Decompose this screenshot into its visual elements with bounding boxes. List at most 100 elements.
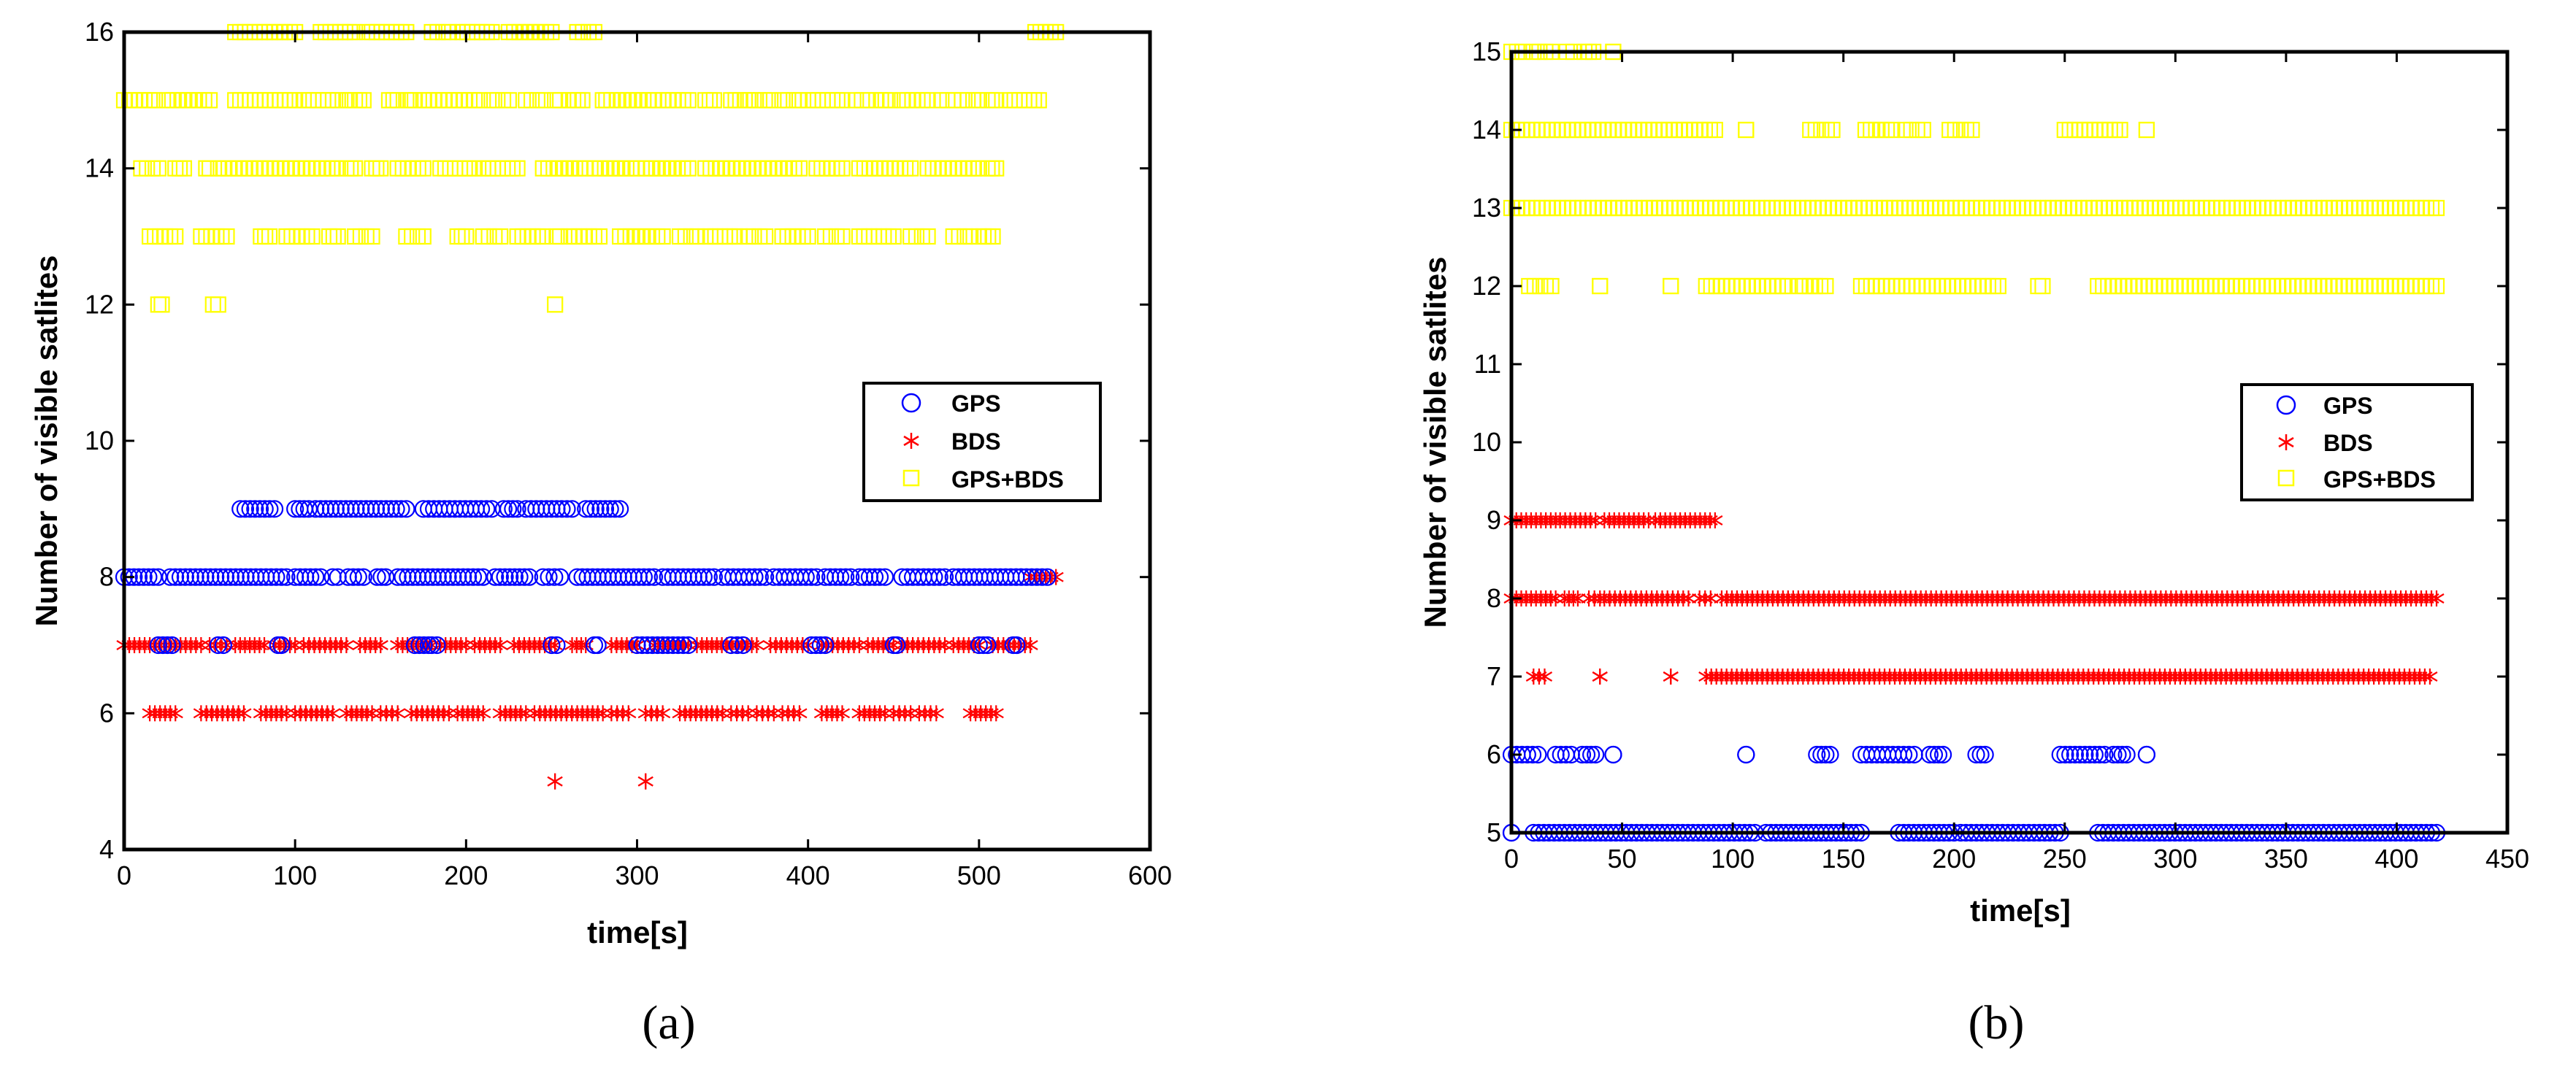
gps-bds-point (1868, 277, 1885, 295)
gps-bds-point (272, 160, 289, 177)
gps-bds-point (1615, 121, 1632, 139)
gps-bds-point (437, 160, 453, 177)
gps-bds-point (2172, 199, 2190, 217)
gps-bds-point (1784, 199, 1801, 217)
gps-bds-point (1554, 121, 1571, 139)
gps-bds-point (2107, 121, 2123, 139)
gps-bds-point (654, 228, 671, 245)
gps-bds-point (257, 92, 274, 109)
gps-bds-point (282, 92, 299, 109)
gps-point (1552, 745, 1570, 764)
gps-bds-point (586, 228, 603, 245)
gps-bds-point (2300, 199, 2318, 217)
gps-bds-point (529, 228, 546, 245)
gps-bds-point (1799, 199, 1817, 217)
gps-point (449, 568, 467, 586)
chart-b-legend-gpsbds: GPS+BDS (2323, 466, 2436, 493)
gps-bds-point (979, 160, 996, 177)
gps-bds-point (347, 160, 364, 177)
gps-bds-point (2361, 277, 2378, 295)
gps-bds-point (960, 160, 977, 177)
gps-bds-point (2138, 121, 2155, 139)
gps-bds-point (256, 160, 274, 177)
gps-bds-point (1712, 199, 1730, 217)
gps-bds-point (1707, 199, 1725, 217)
bds-point (988, 705, 1004, 722)
gps-point (596, 500, 615, 518)
gps-bds-point (2034, 199, 2052, 217)
gps-bds-point (475, 160, 491, 177)
gps-point (520, 568, 539, 586)
bds-point (1536, 669, 1553, 685)
gps-point (2109, 745, 2127, 764)
gps-bds-point (2346, 199, 2364, 217)
gps-bds-point (319, 160, 336, 177)
gps-bds-point (670, 92, 686, 109)
gps-bds-point (1863, 277, 1879, 295)
gps-bds-point (591, 160, 608, 177)
gps-bds-point (447, 160, 464, 177)
gps-bds-point (1743, 199, 1760, 217)
gps-bds-point (1866, 199, 1883, 217)
gps-bds-point (1723, 277, 1740, 295)
gps-bds-point (664, 160, 681, 177)
gps-bds-point (399, 160, 416, 177)
chart-a-y-ticks: 4 6 8 10 12 14 16 (85, 17, 1150, 864)
gps-bds-point (1817, 277, 1834, 295)
gps-point (586, 500, 605, 518)
gps-bds-point (1857, 121, 1874, 139)
gps-point (808, 568, 826, 586)
gps-bds-point (1661, 199, 1679, 217)
gps-bds-point (1917, 199, 1934, 217)
gps-bds-point (602, 160, 619, 177)
gps-bds-point (780, 92, 797, 109)
gps-bds-point (486, 228, 503, 245)
gps-bds-point (405, 160, 421, 177)
gps-bds-point (861, 228, 878, 245)
gps-bds-point (2295, 277, 2312, 295)
gps-point (1582, 745, 1601, 764)
gps-bds-point (2238, 277, 2255, 295)
bds-point (637, 773, 653, 790)
gps-bds-point (723, 92, 740, 109)
gps-bds-point (2096, 199, 2113, 217)
gps-bds-point (851, 160, 868, 177)
gps-bds-point (829, 92, 846, 109)
gps-bds-point (2146, 277, 2163, 295)
gps-bds-point (680, 92, 697, 109)
gps-bds-point (2290, 199, 2307, 217)
gps-point (236, 500, 255, 518)
gps-bds-point (765, 160, 782, 177)
gps-point (1573, 745, 1592, 764)
gps-bds-point (2125, 277, 2142, 295)
gps-point (439, 568, 457, 586)
gps-bds-point (2428, 277, 2445, 295)
gps-bds-point (325, 228, 342, 245)
gps-bds-point (1686, 121, 1703, 139)
gps-point (1967, 745, 1985, 764)
gps-bds-point (499, 160, 516, 177)
chart-b-legend-bds-marker (2278, 434, 2294, 450)
gps-bds-point (2112, 121, 2128, 139)
gps-bds-point (1807, 121, 1824, 139)
gps-bds-point (2147, 199, 2164, 217)
bds-point (748, 637, 764, 653)
gps-bds-point (762, 92, 779, 109)
gps-bds-point (919, 92, 936, 109)
gps-bds-point (2285, 199, 2302, 217)
gps-bds-point (702, 160, 719, 177)
gps-point (870, 568, 889, 586)
gps-bds-point (2009, 199, 2026, 217)
gps-point (2071, 745, 2089, 764)
gps-bds-point (1914, 277, 1931, 295)
gps-bds-point (870, 228, 887, 245)
gps-bds-point (871, 160, 889, 177)
gps-point (299, 500, 318, 518)
gps-bds-point (1812, 277, 1829, 295)
bds-point (897, 705, 913, 722)
bds-point (378, 705, 394, 722)
gps-bds-point (489, 92, 506, 109)
gps-point (202, 568, 220, 586)
chart-a-y-tick-label: 12 (85, 289, 114, 319)
gps-bds-point (1671, 199, 1689, 217)
